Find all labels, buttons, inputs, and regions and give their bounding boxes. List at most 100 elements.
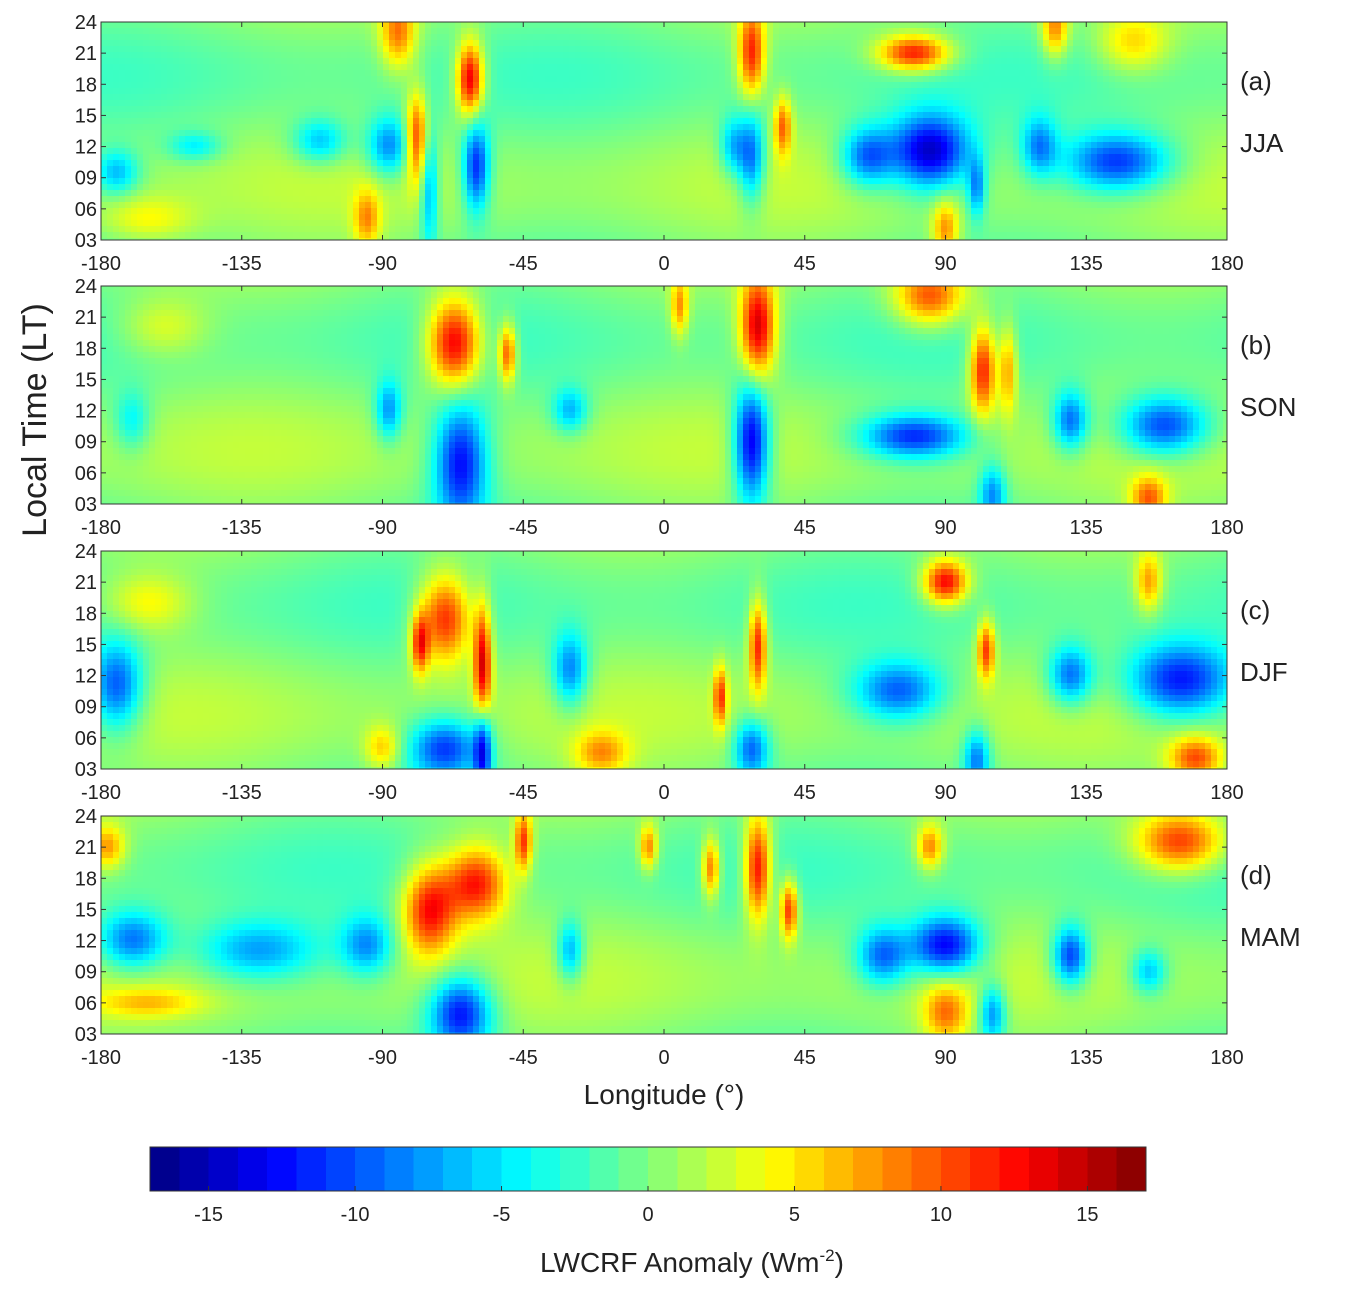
heatmap-cell [659,208,666,215]
heatmap-cell [287,112,294,119]
heatmap-cell [437,160,444,167]
heatmap-cell [623,172,630,179]
heatmap-cell [809,94,816,101]
heatmap-cell [629,226,636,233]
heatmap-cell [335,142,342,149]
heatmap-cell [473,28,480,35]
heatmap-cell [821,22,828,29]
heatmap-cell [857,184,864,191]
heatmap-cell [527,190,534,197]
heatmap-cell [497,208,504,215]
heatmap-cell [167,106,174,113]
heatmap-cell [317,190,324,197]
heatmap-cell [275,178,282,185]
heatmap-cell [305,22,312,29]
heatmap-cell [833,28,840,35]
heatmap-cell [881,64,888,71]
heatmap-cell [851,214,858,221]
heatmap-cell [797,208,804,215]
heatmap-cell [365,214,372,221]
heatmap-cell [239,112,246,119]
heatmap-cell [551,58,558,65]
heatmap-cell [503,112,510,119]
heatmap-cell [143,88,150,95]
heatmap-cell [227,202,234,209]
heatmap-cell [119,34,126,41]
heatmap-cell [251,142,258,149]
heatmap-cell [443,148,450,155]
heatmap-cell [803,28,810,35]
heatmap-cell [377,160,384,167]
heatmap-cell [713,184,720,191]
heatmap-cell [341,88,348,95]
heatmap-cell [671,112,678,119]
heatmap-cell [245,232,252,239]
heatmap-cell [203,94,210,101]
heatmap-cell [329,100,336,107]
heatmap-cell [185,112,192,119]
heatmap-cell [263,190,270,197]
heatmap-cell [797,22,804,29]
heatmap-cell [827,232,834,239]
heatmap-cell [305,208,312,215]
heatmap-cell [881,196,888,203]
heatmap-cell [821,88,828,95]
heatmap-cell [371,58,378,65]
heatmap-cell [611,106,618,113]
heatmap-cell [245,178,252,185]
heatmap-cell [269,172,276,179]
heatmap-cell [383,136,390,143]
heatmap-cell [323,52,330,59]
heatmap-cell [719,124,726,131]
heatmap-cell [881,106,888,113]
heatmap-cell [101,148,108,155]
heatmap-cell [851,196,858,203]
heatmap-cell [227,178,234,185]
heatmap-cell [395,118,402,125]
heatmap-cell [509,130,516,137]
heatmap-cell [311,112,318,119]
heatmap-cell [443,196,450,203]
heatmap-cell [281,154,288,161]
heatmap-cell [197,70,204,77]
heatmap-cell [347,148,354,155]
heatmap-cell [155,70,162,77]
heatmap-cell [665,70,672,77]
heatmap-cell [713,148,720,155]
heatmap-cell [353,130,360,137]
heatmap-cell [317,94,324,101]
heatmap-cell [755,22,762,29]
heatmap-cell [839,34,846,41]
heatmap-cell [893,226,900,233]
heatmap-cell [623,82,630,89]
heatmap-cell [497,46,504,53]
heatmap-cell [671,166,678,173]
heatmap-cell [413,106,420,113]
heatmap-cell [269,82,276,89]
heatmap-cell [125,40,132,47]
heatmap-cell [647,76,654,83]
heatmap-cell [725,34,732,41]
heatmap-cell [449,100,456,107]
heatmap-cell [221,106,228,113]
heatmap-cell [785,82,792,89]
heatmap-cell [401,52,408,59]
heatmap-cell [521,232,528,239]
heatmap-cell [833,40,840,47]
heatmap-cell [191,226,198,233]
heatmap-cell [707,34,714,41]
heatmap-cell [197,202,204,209]
heatmap-cell [563,202,570,209]
heatmap-cell [617,94,624,101]
heatmap-cell [395,226,402,233]
heatmap-cell [551,112,558,119]
heatmap-cell [461,76,468,83]
heatmap-cell [389,34,396,41]
heatmap-cell [101,58,108,65]
heatmap-cell [875,178,882,185]
heatmap-cell [689,196,696,203]
heatmap-cell [827,178,834,185]
heatmap-cell [131,112,138,119]
heatmap-cell [533,22,540,29]
heatmap-cell [749,238,756,241]
